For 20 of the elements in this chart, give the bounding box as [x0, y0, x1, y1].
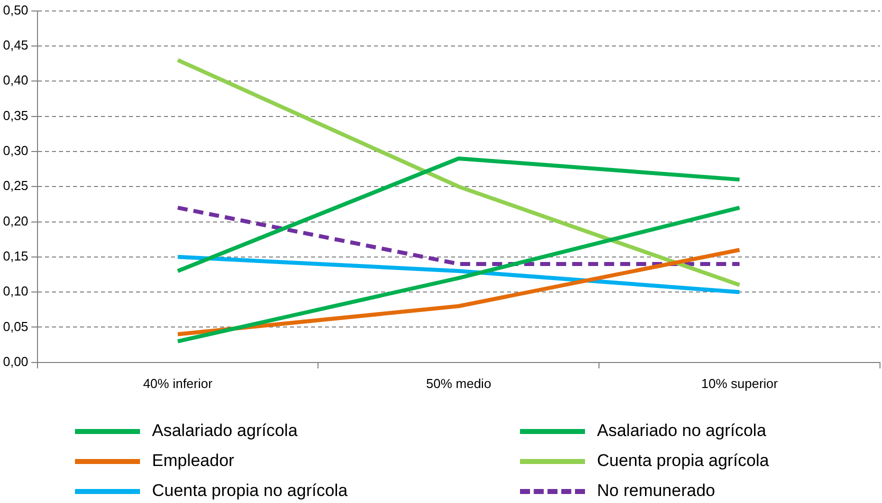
- legend-label: No remunerado: [597, 481, 716, 501]
- legend-label: Empleador: [152, 451, 234, 471]
- y-tick-label: 0,40: [2, 72, 28, 88]
- x-tick-label: 40% inferior: [143, 376, 214, 391]
- x-tick-label: 10% superior: [701, 376, 779, 391]
- y-tick-label: 0,35: [2, 108, 28, 123]
- legend-label: Asalariado agrícola: [152, 421, 298, 441]
- y-tick-label: 0,45: [2, 38, 28, 53]
- y-tick-label: 0,20: [2, 213, 28, 228]
- legend-label: Cuenta propia no agrícola: [152, 481, 348, 501]
- legend-label: Cuenta propia agrícola: [597, 451, 770, 471]
- x-tick-label: 50% medio: [426, 376, 492, 391]
- legend-label: Asalariado no agrícola: [597, 421, 766, 441]
- y-tick-label: 0,15: [2, 248, 28, 264]
- y-tick-label: 0,25: [2, 178, 28, 194]
- y-tick-label: 0,05: [2, 318, 28, 334]
- y-tick-label: 0,30: [2, 143, 28, 158]
- y-tick-label: 0,10: [2, 284, 28, 299]
- y-tick-label: 0,00: [2, 354, 28, 369]
- y-tick-label: 0,50: [2, 2, 28, 18]
